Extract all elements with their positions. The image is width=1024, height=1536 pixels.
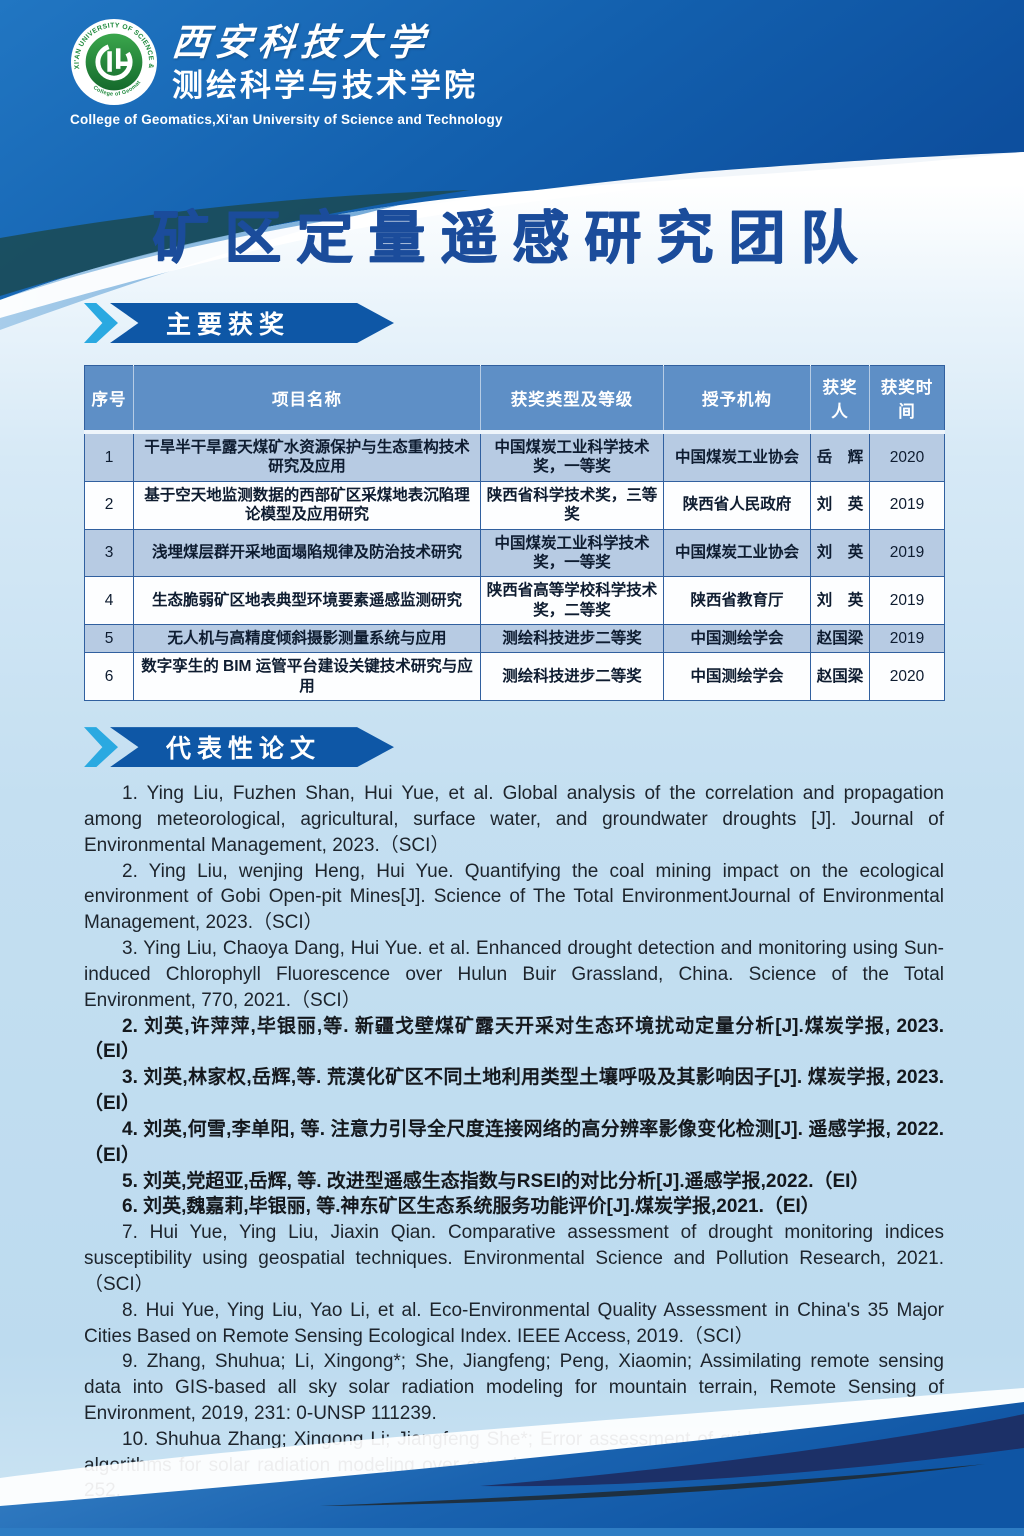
table-cell: 测绘科技进步二等奖 [480,623,664,654]
table-cell: 中国煤炭工业协会 [663,431,811,482]
table-cell: 2019 [869,528,945,578]
column-header: 项目名称 [133,365,481,434]
table-cell: 中国测绘学会 [663,652,811,702]
table-cell: 中国煤炭工业科学技术奖，一等奖 [480,431,664,482]
table-cell: 数字孪生的 BIM 运管平台建设关键技术研究与应用 [133,652,481,702]
table-row: 3 浅埋煤层群开采地面塌陷规律及防治技术研究 中国煤炭工业科学技术奖，一等奖 中国煤炭… [84,528,945,578]
footer-wave-graphic [0,1388,1024,1536]
page-title: 矿区定量遥感研究团队 [152,206,872,270]
table-header-row: 序号 项目名称 获奖类型及等级 授予机构 获奖人 获奖时间 [84,365,945,434]
table-cell: 1 [84,431,134,482]
column-header: 序号 [84,365,134,434]
column-header: 获奖人 [810,365,870,434]
paper-item: 2. Ying Liu, wenjing Heng, Hui Yue. Quan… [84,860,944,934]
paper-item: 3. 刘英,林家权,岳辉,等. 荒漠化矿区不同土地利用类型土壤呼吸及其影响因子[… [84,1067,944,1115]
college-name-en: College of Geomatics,Xi'an University of… [70,112,503,127]
section-banner-papers: 代表性论文 [84,727,944,768]
university-name: 西安科技大学 [170,22,432,63]
paper-item: 3. Ying Liu, Chaoya Dang, Hui Yue. et al… [84,938,944,1011]
table-cell: 陕西省教育厅 [663,576,811,625]
table-cell: 无人机与高精度倾斜摄影测量系统与应用 [133,623,481,654]
table-cell: 陕西省科学技术奖，三等奖 [480,480,664,530]
papers-list: 1. Ying Liu, Fuzhen Shan, Hui Yue, et al… [84,781,944,1504]
table-row: 2 基于空天地监测数据的西部矿区采煤地表沉陷理论模型及应用研究 陕西省科学技术奖，三… [84,480,945,530]
table-cell: 中国测绘学会 [663,623,811,654]
table-row: 5 无人机与高精度倾斜摄影测量系统与应用 测绘科技进步二等奖 中国测绘学会 赵国梁 201… [84,623,945,654]
chevron-right-icon [84,727,118,768]
table-cell: 陕西省高等学校科学技术奖，二等奖 [480,576,664,625]
content-area: 主要获奖 序号 项目名称 获奖类型及等级 授予机构 获奖人 获奖时间 1 干旱半干旱露天煤矿… [84,303,945,1504]
table-cell: 岳 辉 [810,431,870,482]
logo-emblem-icon [95,43,133,81]
paper-item: 5. 刘英,党超亚,岳辉, 等. 改进型遥感生态指数与RSEI的对比分析[J].… [122,1170,870,1192]
table-cell: 干旱半干旱露天煤矿水资源保护与生态重构技术研究及应用 [133,431,481,482]
awards-table: 序号 项目名称 获奖类型及等级 授予机构 获奖人 获奖时间 1 干旱半干旱露天煤矿水资源保护… [84,365,945,702]
table-cell: 刘 英 [810,480,870,530]
table-cell: 测绘科技进步二等奖 [480,652,664,702]
table-cell: 基于空天地监测数据的西部矿区采煤地表沉陷理论模型及应用研究 [133,480,481,530]
table-cell: 刘 英 [810,576,870,625]
college-name: 测绘科学与技术学院 [172,67,478,103]
column-header: 授予机构 [663,365,811,434]
table-cell: 5 [84,623,134,654]
paper-item: 9. Zhang, Shuhua; Li, Xingong*; She, Jia… [84,1351,944,1424]
table-cell: 陕西省人民政府 [663,480,811,530]
table-row: 6 数字孪生的 BIM 运管平台建设关键技术研究与应用 测绘科技进步二等奖 中国测绘学… [84,652,945,702]
table-cell: 生态脆弱矿区地表典型环境要素遥感监测研究 [133,576,481,625]
table-cell: 2019 [869,576,945,625]
awards-table-body: 1 干旱半干旱露天煤矿水资源保护与生态重构技术研究及应用 中国煤炭工业科学技术奖，一… [84,431,945,702]
table-cell: 2019 [869,623,945,654]
table-cell: 中国煤炭工业科学技术奖，一等奖 [480,528,664,578]
table-cell: 中国煤炭工业协会 [663,528,811,578]
header-wave-graphic [0,0,1024,330]
table-cell: 2020 [869,431,945,482]
paper-item: 1. Ying Liu, Fuzhen Shan, Hui Yue, et al… [84,783,944,856]
paper-item: 6. 刘英,魏嘉莉,毕银丽, 等.神东矿区生态系统服务功能评价[J].煤炭学报,… [122,1196,820,1218]
table-cell: 6 [84,652,134,702]
section-banner-awards: 主要获奖 [84,303,944,343]
paper-item: 4. 刘英,何雪,李单阳, 等. 注意力引导全尺度连接网络的高分辨率影像变化检测… [84,1118,944,1166]
table-row: 4 生态脆弱矿区地表典型环境要素遥感监测研究 陕西省高等学校科学技术奖，二等奖 陕西省… [84,576,945,625]
table-row: 1 干旱半干旱露天煤矿水资源保护与生态重构技术研究及应用 中国煤炭工业科学技术奖，一… [84,431,945,482]
table-cell: 浅埋煤层群开采地面塌陷规律及防治技术研究 [133,528,481,578]
section-label-papers: 代表性论文 [110,727,394,768]
table-cell: 赵国梁 [810,652,870,702]
table-cell: 3 [84,528,134,578]
paper-item: 8. Hui Yue, Ying Liu, Yao Li, et al. Eco… [84,1299,944,1347]
awards-table-head: 序号 项目名称 获奖类型及等级 授予机构 获奖人 获奖时间 [84,365,945,434]
brand-block: XI'AN UNIVERSITY OF SCIENCE & TECHNOLOGY… [70,18,503,127]
table-cell: 2 [84,480,134,530]
column-header: 获奖时间 [869,365,945,434]
paper-item: 7. Hui Yue, Ying Liu, Jiaxin Qian. Compa… [84,1222,944,1295]
university-logo: XI'AN UNIVERSITY OF SCIENCE & TECHNOLOGY… [70,18,158,106]
table-cell: 赵国梁 [810,623,870,654]
table-cell: 4 [84,576,134,625]
section-label-awards: 主要获奖 [110,303,394,343]
table-cell: 2019 [869,480,945,530]
logo-disc [85,33,143,91]
chevron-right-icon [84,303,118,343]
table-cell: 刘 英 [810,528,870,578]
paper-item: 2. 刘英,许萍萍,毕银丽,等. 新疆戈壁煤矿露天开采对生态环境扰动定量分析[J… [84,1015,944,1063]
column-header: 获奖类型及等级 [480,365,664,434]
table-cell: 2020 [869,652,945,702]
